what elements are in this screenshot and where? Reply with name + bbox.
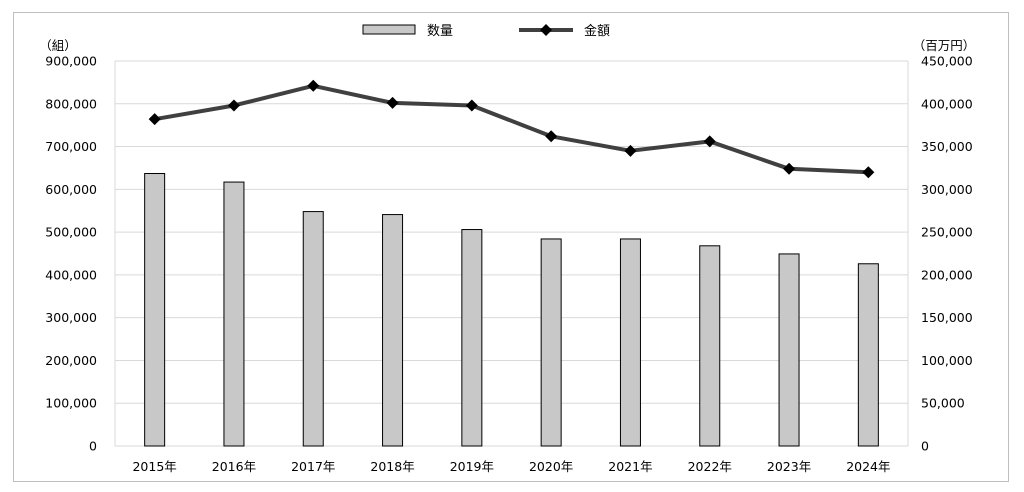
bar xyxy=(619,238,641,447)
legend-item-quantity: 数量 xyxy=(362,24,453,39)
right-axis-tick-label: 250,000 xyxy=(921,225,973,240)
bar-series xyxy=(144,173,879,447)
x-axis-category-label: 2016年 xyxy=(212,459,256,474)
data-point xyxy=(227,99,240,112)
legend-marker-amount xyxy=(540,24,552,36)
bar xyxy=(778,253,800,447)
data-point xyxy=(624,144,637,157)
left-axis-tick-label: 600,000 xyxy=(45,182,97,197)
bar xyxy=(382,214,404,447)
x-axis-category-label: 2023年 xyxy=(767,459,811,474)
x-axis-category-label: 2015年 xyxy=(132,459,176,474)
left-axis-tick-label: 400,000 xyxy=(45,267,97,282)
data-point xyxy=(148,113,161,126)
x-axis-category-label: 2020年 xyxy=(529,459,573,474)
right-axis-tick-label: 350,000 xyxy=(921,139,973,154)
data-point xyxy=(307,79,320,92)
right-axis-tick-label: 50,000 xyxy=(921,396,965,411)
data-point xyxy=(465,99,478,112)
data-point xyxy=(703,135,716,148)
x-axis-category-label: 2021年 xyxy=(608,459,652,474)
right-axis-tick-label: 150,000 xyxy=(921,310,973,325)
line-series xyxy=(148,79,875,179)
legend-item-amount: 金額 xyxy=(519,23,610,39)
right-axis-tick-label: 0 xyxy=(921,439,929,454)
right-axis-tick-label: 300,000 xyxy=(921,182,973,197)
left-axis-tick-label: 700,000 xyxy=(45,139,97,154)
legend-swatch-quantity xyxy=(362,24,416,35)
left-axis-tick-label: 800,000 xyxy=(45,96,97,111)
left-axis-unit: （組） xyxy=(39,38,77,53)
bar xyxy=(144,173,166,447)
x-axis-category-label: 2022年 xyxy=(688,459,732,474)
bar xyxy=(540,238,562,447)
right-axis-tick-label: 400,000 xyxy=(921,96,973,111)
left-axis-tick-label: 300,000 xyxy=(45,310,97,325)
left-axis-tick-label: 0 xyxy=(89,439,97,454)
right-axis-tick-label: 200,000 xyxy=(921,267,973,282)
series-line xyxy=(154,83,869,175)
right-axis-tick-label: 100,000 xyxy=(921,353,973,368)
data-point xyxy=(862,166,875,179)
x-axis-category-label: 2019年 xyxy=(450,459,494,474)
left-axis-tick-label: 900,000 xyxy=(45,54,97,69)
x-axis-category-label: 2024年 xyxy=(846,459,890,474)
bar xyxy=(461,229,483,447)
legend-label-amount: 金額 xyxy=(584,23,610,39)
left-axis-tick-label: 500,000 xyxy=(45,225,97,240)
axes: 0 0 100,000 50,000 200,000 100,000 300,000 150,… xyxy=(45,54,972,475)
bar xyxy=(857,263,879,447)
gridlines xyxy=(114,60,909,447)
data-point xyxy=(386,96,399,109)
right-axis-unit: （百万円） xyxy=(913,38,976,53)
bar xyxy=(223,181,245,447)
x-axis-category-label: 2017年 xyxy=(291,459,335,474)
legend: 数量 金額 xyxy=(362,23,610,39)
data-point xyxy=(783,162,796,175)
x-axis-category-label: 2018年 xyxy=(370,459,414,474)
left-axis-tick-label: 100,000 xyxy=(45,396,97,411)
data-point xyxy=(545,130,558,143)
right-axis-tick-label: 450,000 xyxy=(921,54,973,69)
legend-label-quantity: 数量 xyxy=(427,24,453,39)
left-axis-tick-label: 200,000 xyxy=(45,353,97,368)
bar xyxy=(699,245,721,447)
bar xyxy=(302,211,324,447)
